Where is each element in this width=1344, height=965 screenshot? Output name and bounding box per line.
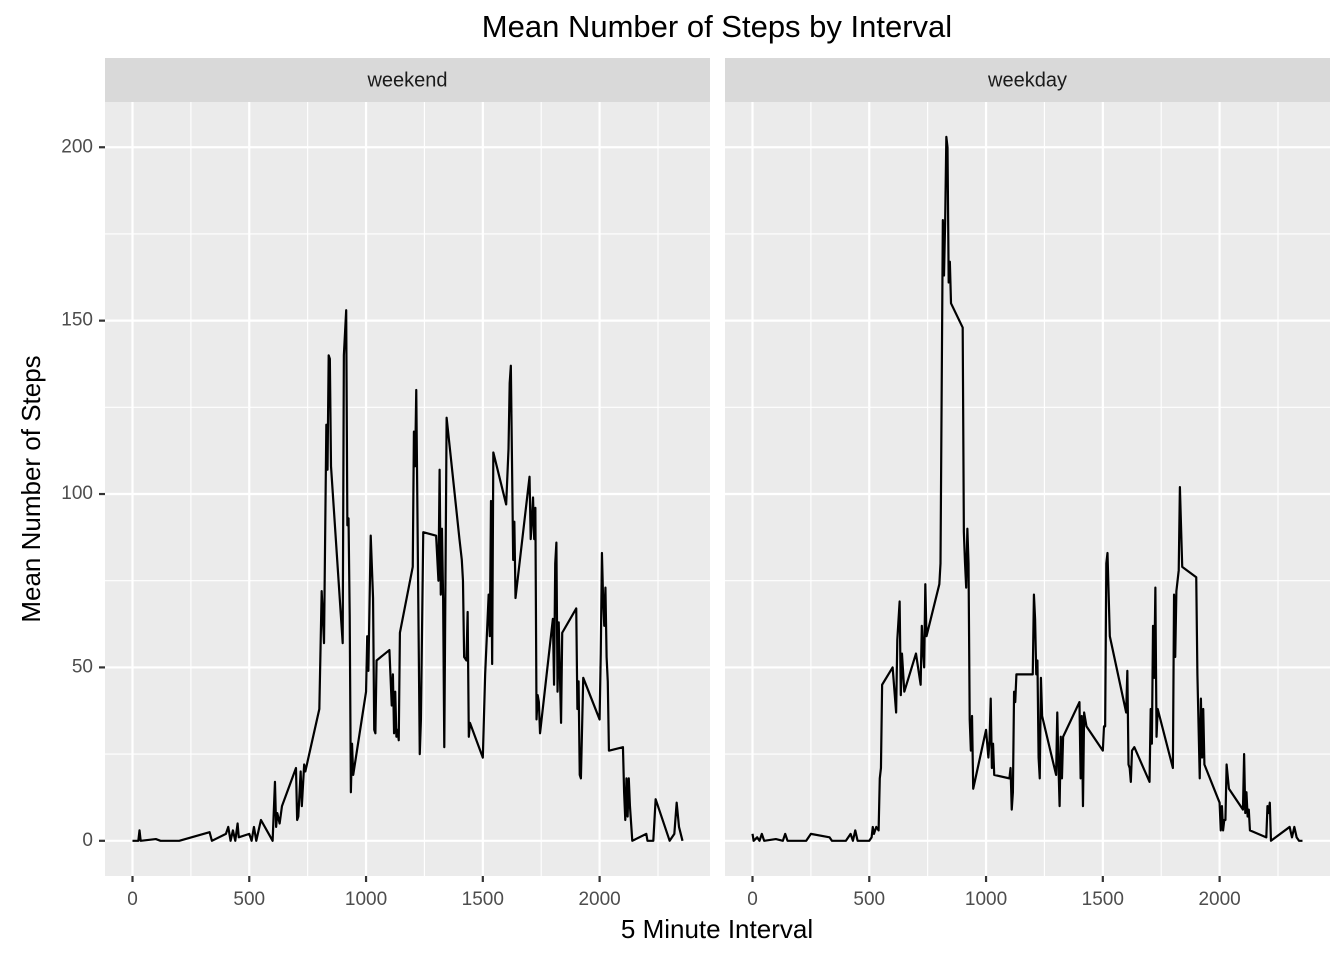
strip [725, 58, 1330, 102]
x-tick-label: 2000 [1198, 889, 1240, 910]
x-tick-label: 0 [747, 889, 758, 910]
y-tick-label: 150 [61, 310, 93, 331]
strip-label: weekday [987, 69, 1067, 91]
panel-background [105, 102, 710, 876]
panel-background [725, 102, 1330, 876]
x-tick-label: 500 [233, 889, 265, 910]
x-axis-label: 5 Minute Interval [621, 914, 813, 944]
x-tick-label: 0 [127, 889, 138, 910]
x-tick-label: 1000 [965, 889, 1007, 910]
strip [105, 58, 710, 102]
x-tick-label: 500 [853, 889, 885, 910]
y-tick-label: 0 [82, 830, 93, 851]
y-tick-label: 200 [61, 136, 93, 157]
chart-title: Mean Number of Steps by Interval [482, 9, 952, 44]
data-line [132, 309, 684, 842]
strip-label: weekend [366, 69, 447, 91]
x-tick-label: 1000 [345, 889, 387, 910]
x-tick-label: 1500 [462, 889, 504, 910]
y-tick-label: 100 [61, 483, 93, 504]
x-tick-label: 2000 [578, 889, 620, 910]
x-tick-label: 1500 [1082, 889, 1124, 910]
data-line [751, 135, 1303, 842]
y-tick-label: 50 [72, 656, 93, 677]
y-axis-label: Mean Number of Steps [16, 355, 46, 622]
